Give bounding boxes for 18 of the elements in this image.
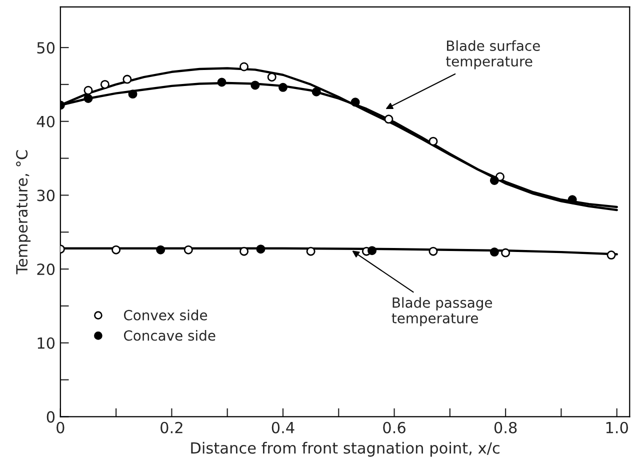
y-tick-label: 20 bbox=[37, 264, 55, 276]
x-tick-label: 0 bbox=[56, 422, 64, 434]
y-tick-label: 10 bbox=[38, 337, 55, 349]
annotation: Blade surface temperature bbox=[446, 40, 540, 70]
x-tick-label: 0.6 bbox=[383, 422, 406, 434]
y-axis-title: Temperature, °C bbox=[16, 150, 31, 274]
annotation: Blade passage temperature bbox=[392, 297, 492, 326]
x-tick-label: 0.4 bbox=[272, 422, 294, 434]
legend-label: Convex side bbox=[124, 310, 208, 320]
x-tick-label: 1.0 bbox=[606, 422, 628, 434]
y-tick-label: 40 bbox=[36, 116, 55, 128]
y-tick-label: 50 bbox=[37, 42, 55, 54]
y-tick-label: 0 bbox=[46, 411, 55, 423]
x-tick-label: 0.2 bbox=[160, 422, 182, 434]
x-tick-label: 0.8 bbox=[494, 422, 517, 434]
legend-label: Concave side bbox=[124, 330, 216, 341]
y-tick-label: 30 bbox=[37, 190, 55, 202]
x-axis-title: Distance from front stagnation point, x/c bbox=[191, 442, 500, 457]
